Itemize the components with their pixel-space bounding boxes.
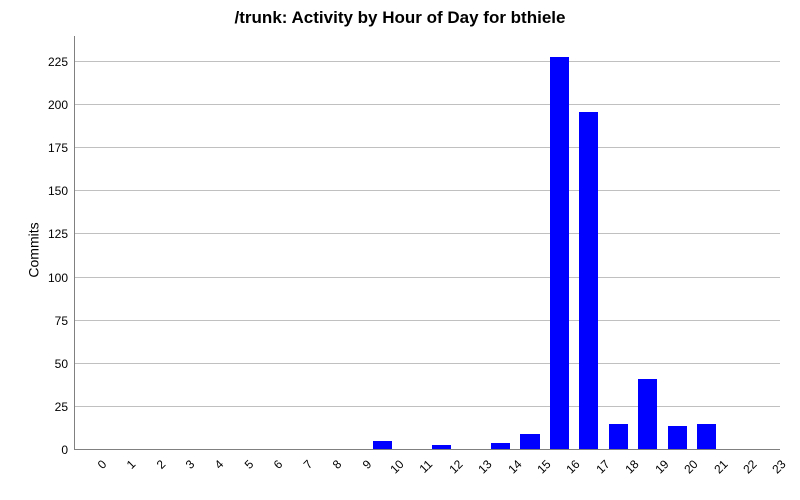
bar-slot: 14 [486, 36, 515, 450]
bar-slot: 15 [515, 36, 544, 450]
plot-area: 01234567891011121314151617181920212223 0… [74, 36, 780, 450]
bar-slot: 19 [633, 36, 662, 450]
xtick-label: 8 [323, 450, 345, 472]
xtick-label: 21 [704, 450, 730, 476]
bar-slot: 8 [309, 36, 338, 450]
bar-slot: 11 [398, 36, 427, 450]
bar-slot: 5 [221, 36, 250, 450]
bar [668, 426, 687, 450]
bars-group: 01234567891011121314151617181920212223 [74, 36, 780, 450]
bar-slot: 3 [162, 36, 191, 450]
xtick-label: 3 [176, 450, 198, 472]
ytick-label: 25 [55, 400, 74, 414]
bar-slot: 17 [574, 36, 603, 450]
bar [609, 424, 628, 450]
bar [550, 57, 569, 450]
xtick-label: 9 [352, 450, 374, 472]
bar-slot: 18 [604, 36, 633, 450]
xtick-label: 16 [557, 450, 583, 476]
xtick-label: 13 [468, 450, 494, 476]
bar-slot: 1 [103, 36, 132, 450]
activity-by-hour-chart: /trunk: Activity by Hour of Day for bthi… [0, 0, 800, 500]
bar [697, 424, 716, 450]
bar-slot: 2 [133, 36, 162, 450]
bar [638, 379, 657, 450]
bar [579, 112, 598, 450]
ytick-label: 200 [48, 98, 74, 112]
bar-slot: 4 [192, 36, 221, 450]
xtick-label: 14 [498, 450, 524, 476]
bar-slot: 23 [751, 36, 780, 450]
xtick-label: 6 [264, 450, 286, 472]
chart-title: /trunk: Activity by Hour of Day for bthi… [0, 8, 800, 28]
xtick-label: 19 [645, 450, 671, 476]
ytick-label: 175 [48, 141, 74, 155]
xtick-label: 1 [117, 450, 139, 472]
x-axis-line [74, 449, 780, 450]
xtick-label: 20 [674, 450, 700, 476]
bar-slot: 0 [74, 36, 103, 450]
xtick-label: 18 [616, 450, 642, 476]
y-axis-label: Commits [26, 222, 42, 277]
bar-slot: 20 [662, 36, 691, 450]
xtick-label: 5 [234, 450, 256, 472]
ytick-label: 0 [61, 443, 74, 457]
xtick-label: 0 [87, 450, 109, 472]
xtick-label: 7 [293, 450, 315, 472]
bar-slot: 22 [721, 36, 750, 450]
ytick-label: 125 [48, 227, 74, 241]
xtick-label: 22 [733, 450, 759, 476]
xtick-label: 12 [439, 450, 465, 476]
bar-slot: 9 [339, 36, 368, 450]
bar-slot: 13 [456, 36, 485, 450]
xtick-label: 2 [146, 450, 168, 472]
ytick-label: 100 [48, 271, 74, 285]
xtick-label: 23 [763, 450, 789, 476]
xtick-label: 10 [380, 450, 406, 476]
bar-slot: 6 [251, 36, 280, 450]
xtick-label: 11 [410, 450, 436, 476]
xtick-label: 15 [527, 450, 553, 476]
bar-slot: 16 [545, 36, 574, 450]
ytick-label: 225 [48, 55, 74, 69]
xtick-label: 4 [205, 450, 227, 472]
y-axis-line [74, 36, 75, 450]
bar [520, 434, 539, 450]
ytick-label: 75 [55, 314, 74, 328]
bar-slot: 12 [427, 36, 456, 450]
bar-slot: 7 [280, 36, 309, 450]
xtick-label: 17 [586, 450, 612, 476]
ytick-label: 50 [55, 357, 74, 371]
bar-slot: 10 [368, 36, 397, 450]
ytick-label: 150 [48, 184, 74, 198]
bar-slot: 21 [692, 36, 721, 450]
